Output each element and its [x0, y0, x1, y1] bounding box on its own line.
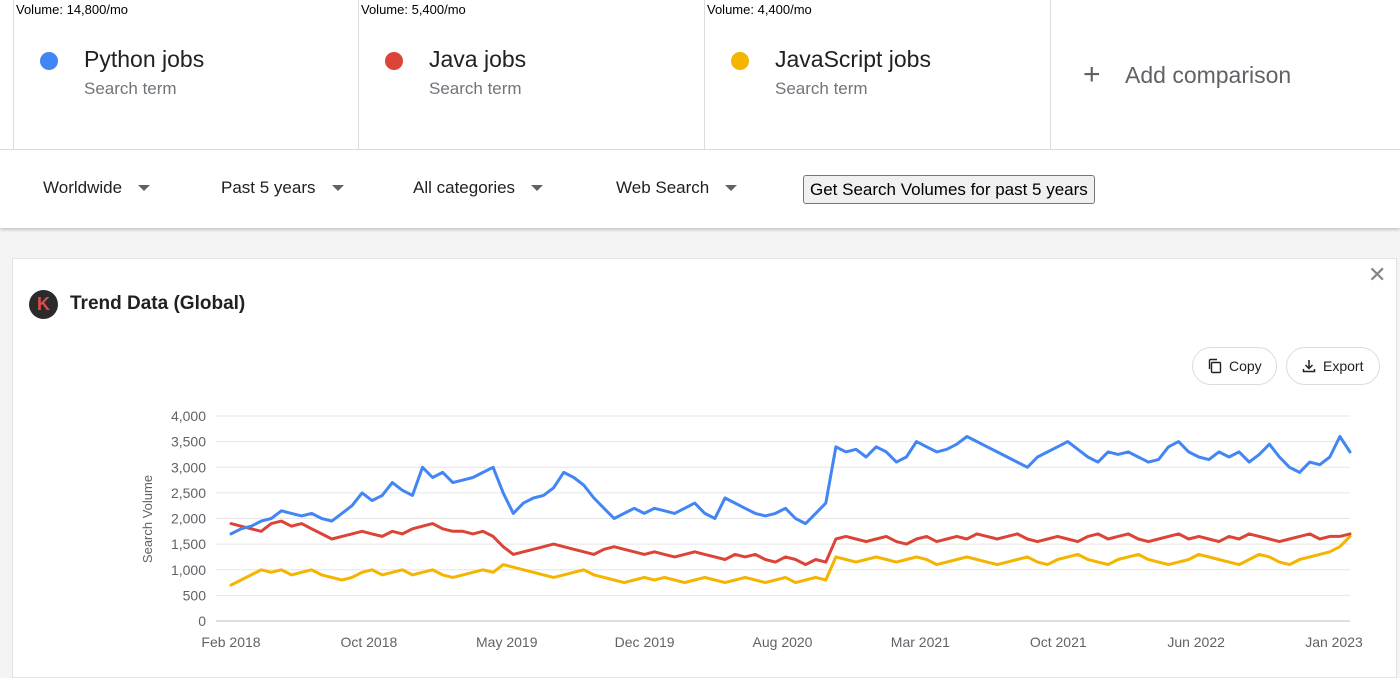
y-tick-label: 3,000 [171, 459, 206, 475]
export-button[interactable]: Export [1286, 347, 1380, 385]
y-tick-label: 1,000 [171, 562, 206, 578]
y-tick-label: 2,000 [171, 511, 206, 527]
caret-down-icon [725, 185, 738, 191]
term-card-javascript[interactable]: Volume: 4,400/mo JavaScript jobs Search … [705, 0, 1051, 150]
filters-bar: Worldwide Past 5 years All categories We… [0, 150, 1400, 228]
term-name: JavaScript jobs [775, 46, 931, 72]
search-terms-bar: Volume: 14,800/mo Python jobs Search ter… [0, 0, 1400, 150]
caret-down-icon [331, 185, 344, 191]
y-tick-label: 4,000 [171, 408, 206, 424]
y-tick-label: 0 [198, 613, 206, 629]
series-line-java-jobs [229, 519, 1352, 567]
x-tick-label: Dec 2019 [615, 634, 675, 650]
y-tick-label: 3,500 [171, 434, 206, 450]
x-tick-label: Jan 2023 [1305, 634, 1363, 650]
search-type-label: Web Search [616, 178, 710, 197]
series-line-javascript-jobs [229, 534, 1352, 587]
term-subtitle: Search term [775, 79, 868, 98]
y-tick-label: 1,500 [171, 536, 206, 552]
series-color-dot [385, 52, 403, 70]
region-label: Worldwide [43, 178, 123, 197]
time-range-dropdown[interactable]: Past 5 years [221, 178, 344, 198]
caret-down-icon [531, 185, 544, 191]
term-card-java[interactable]: Volume: 5,400/mo Java jobs Search term [359, 0, 705, 150]
keywords-everywhere-logo: K [29, 290, 58, 319]
term-subtitle: Search term [84, 79, 177, 98]
copy-label: Copy [1229, 358, 1262, 374]
category-dropdown[interactable]: All categories [413, 178, 544, 198]
x-tick-label: Feb 2018 [201, 634, 260, 650]
term-volume: Volume: 14,800/mo [16, 2, 129, 17]
x-tick-label: May 2019 [476, 634, 538, 650]
add-comparison-label: Add comparison [1125, 61, 1292, 88]
series-color-dot [40, 52, 58, 70]
x-tick-label: Jun 2022 [1167, 634, 1225, 650]
close-icon[interactable]: ✕ [1368, 262, 1387, 287]
category-label: All categories [413, 178, 516, 197]
download-icon [1302, 360, 1316, 373]
card-title: Trend Data (Global) [70, 293, 246, 314]
search-type-dropdown[interactable]: Web Search [616, 178, 738, 198]
caret-down-icon [138, 185, 151, 191]
x-tick-label: Mar 2021 [891, 634, 950, 650]
term-volume: Volume: 4,400/mo [707, 2, 812, 17]
time-range-label: Past 5 years [221, 178, 316, 197]
y-axis-label: Search Volume [140, 475, 155, 563]
term-volume: Volume: 5,400/mo [361, 2, 466, 17]
plus-icon: + [1083, 58, 1101, 91]
x-tick-label: Aug 2020 [753, 634, 813, 650]
logo-letter: K [37, 294, 50, 314]
x-tick-label: Oct 2018 [340, 634, 397, 650]
y-tick-label: 500 [183, 587, 207, 603]
series-line-python-jobs [229, 435, 1352, 536]
term-subtitle: Search term [429, 79, 522, 98]
term-name: Python jobs [84, 46, 205, 72]
y-tick-label: 2,500 [171, 485, 206, 501]
trend-data-card [12, 258, 1397, 678]
x-tick-label: Oct 2021 [1030, 634, 1087, 650]
term-name: Java jobs [429, 46, 527, 72]
export-label: Export [1323, 358, 1364, 374]
term-card-python[interactable]: Volume: 14,800/mo Python jobs Search ter… [13, 0, 359, 150]
copy-button[interactable]: Copy [1192, 347, 1277, 385]
region-dropdown[interactable]: Worldwide [43, 178, 151, 198]
series-color-dot [731, 52, 749, 70]
get-search-volumes-button[interactable]: Get Search Volumes for past 5 years [803, 175, 1095, 204]
add-comparison-button[interactable]: + Add comparison [1051, 0, 1400, 150]
copy-icon [1208, 358, 1222, 374]
